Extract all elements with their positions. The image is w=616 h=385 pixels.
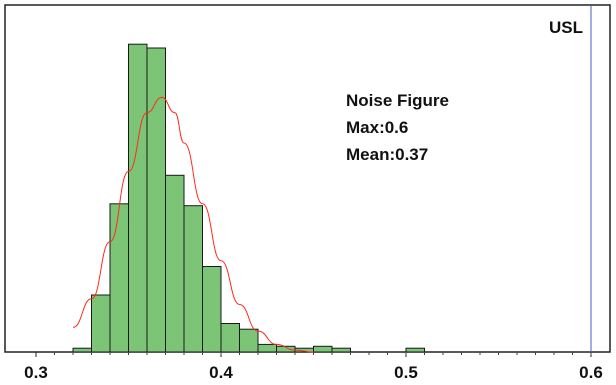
histogram-bar	[202, 266, 222, 353]
histogram-bar	[220, 323, 240, 353]
x-axis: 0.3 0.4 0.5 0.6	[24, 352, 603, 382]
histogram-bar	[183, 205, 203, 353]
histogram-bar	[313, 345, 333, 353]
histogram-bar	[165, 174, 185, 353]
x-tick-label: 0.3	[24, 363, 48, 382]
histogram-bar	[128, 43, 148, 353]
histogram-bar	[331, 347, 351, 353]
histogram-bar	[91, 294, 111, 353]
annotation-max: Max:0.6	[346, 118, 408, 137]
plot-frame	[4, 4, 611, 353]
histogram-bar	[109, 203, 129, 353]
annotation-mean: Mean:0.37	[346, 145, 428, 164]
normal-fit-curve	[72, 96, 314, 353]
histogram-bar	[146, 47, 166, 353]
annotation-title: Noise Figure	[346, 91, 449, 110]
histogram-bar	[405, 347, 425, 353]
histogram-bars	[72, 43, 425, 353]
x-tick-label: 0.6	[579, 363, 603, 382]
histogram-bar	[257, 343, 277, 353]
usl-label: USL	[549, 18, 583, 37]
histogram-bar	[72, 347, 92, 353]
x-tick-label: 0.5	[394, 363, 418, 382]
x-tick-label: 0.4	[209, 363, 233, 382]
histogram-bar	[239, 328, 259, 353]
